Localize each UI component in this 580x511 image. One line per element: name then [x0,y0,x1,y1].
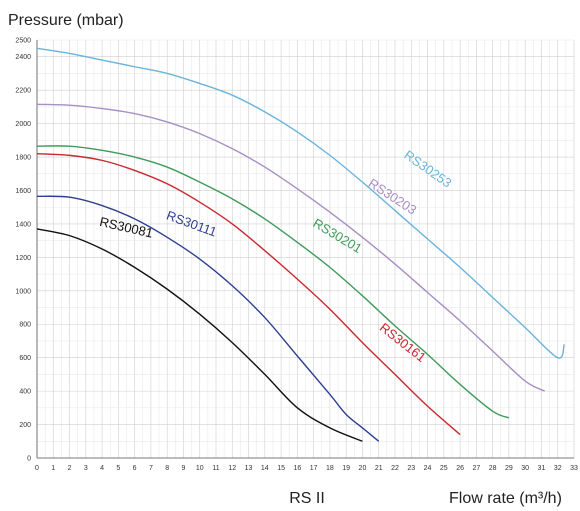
y-tick-label: 1800 [15,155,31,162]
x-tick-label: 31 [538,465,546,472]
y-tick-label: 200 [19,422,31,429]
x-tick-label: 10 [196,465,204,472]
x-tick-label: 30 [521,465,529,472]
y-tick-label: 600 [19,355,31,362]
x-tick-label: 21 [375,465,383,472]
x-tick-label: 33 [570,465,578,472]
x-tick-label: 13 [245,465,253,472]
x-tick-label: 25 [440,465,448,472]
x-tick-label: 14 [261,465,269,472]
series-label-rs30161: RS30161 [377,320,429,365]
x-tick-label: 7 [149,465,153,472]
x-tick-label: 32 [554,465,562,472]
y-tick-label: 2400 [15,54,31,61]
x-tick-label: 5 [116,465,120,472]
y-tick-label: 1000 [15,288,31,295]
y-tick-label: 2500 [15,38,31,45]
x-tick-label: 6 [133,465,137,472]
series-line-rs30111 [36,195,380,442]
grid [36,39,575,459]
series-labels: RS30081 RS30111RS30161RS30201RS30203RS302… [98,147,454,365]
x-tick-label: 22 [391,465,399,472]
y-tick-label: 400 [19,389,31,396]
x-tick-label: 26 [456,465,464,472]
x-tick-label: 0 [35,465,39,472]
x-tick-label: 16 [293,465,301,472]
x-tick-label: 20 [359,465,367,472]
series-line-rs30161 [36,153,461,436]
series-label-rs30253: RS30253 [401,147,454,190]
x-tick-label: 28 [489,465,497,472]
y-tick-labels: 0 200 400 600 800 1000 1200 1400 1600 1800 2000 220… [15,38,31,463]
center-label: RS II [289,490,325,507]
x-tick-label: 3 [84,465,88,472]
x-tick-label: 4 [100,465,104,472]
x-tick-label: 2 [68,465,72,472]
y-tick-label: 0 [27,456,31,463]
x-tick-label: 15 [277,465,285,472]
series-lines [36,47,565,442]
x-tick-label: 9 [182,465,186,472]
x-tick-label: 19 [342,465,350,472]
series-line-rs30253 [36,47,565,359]
y-tick-label: 2000 [15,121,31,128]
y-tick-label: 800 [19,322,31,329]
x-tick-label: 29 [505,465,513,472]
y-tick-label: 1400 [15,221,31,228]
x-axis-title: Flow rate (m³/h) [449,490,562,507]
y-tick-label: 1200 [15,255,31,262]
y-tick-label: 1600 [15,188,31,195]
y-axis-title: Pressure (mbar) [8,12,124,29]
x-tick-labels: 0 1 2 3 4 5 6 7 8 9 10 11 12 13 14 15 16 17 18 19 20 21 22 23 24… [35,465,578,472]
axes [36,40,574,459]
series-line-rs30201 [36,145,510,419]
x-tick-label: 23 [407,465,415,472]
x-tick-label: 17 [310,465,318,472]
x-tick-label: 11 [212,465,219,472]
x-tick-label: 24 [424,465,432,472]
y-tick-label: 2200 [15,88,31,95]
series-label-rs30201: RS30201 [310,215,364,256]
x-tick-label: 1 [51,465,55,472]
series-line-rs30081 [36,228,363,442]
x-tick-label: 18 [326,465,334,472]
series-line-rs30203 [36,103,546,392]
x-tick-label: 27 [472,465,480,472]
x-tick-label: 8 [165,465,169,472]
x-tick-label: 12 [228,465,236,472]
